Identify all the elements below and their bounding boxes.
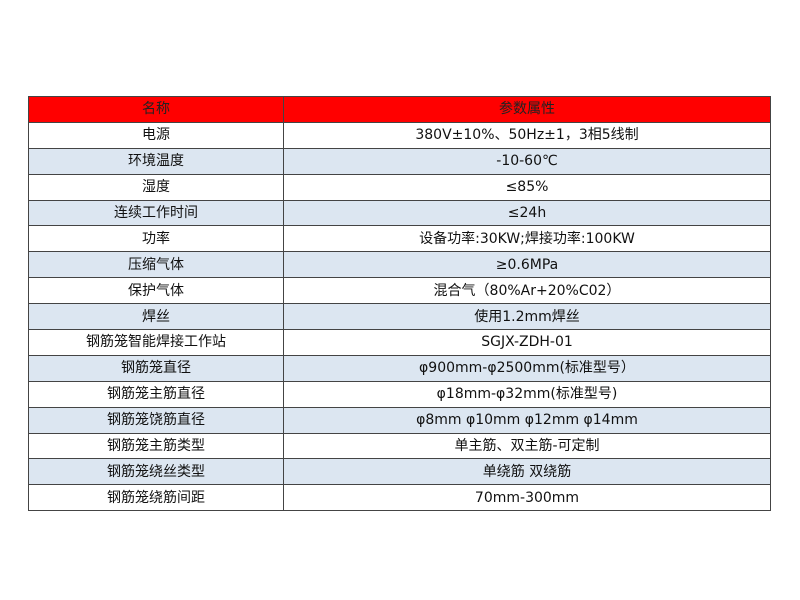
param-name-cell: 钢筋笼绕筋间距: [28, 484, 284, 512]
table-row: 钢筋笼智能焊接工作站 SGJX-ZDH-01: [28, 329, 771, 356]
param-value-cell: 单主筋、双主筋-可定制: [283, 432, 771, 460]
param-name-cell: 连续工作时间: [28, 199, 284, 227]
param-value-cell: 混合气（80%Ar+20%C02）: [283, 277, 771, 305]
param-name-cell: 钢筋笼智能焊接工作站: [28, 329, 284, 356]
param-value-cell: ≤85%: [283, 173, 771, 201]
table-row: 连续工作时间 ≤24h: [28, 199, 771, 227]
param-name-cell: 钢筋笼绕丝类型: [28, 458, 284, 486]
header-parameter: 参数属性: [283, 96, 771, 123]
param-name-cell: 钢筋笼直径: [28, 354, 284, 382]
param-value-cell: φ18mm-φ32mm(标准型号): [283, 380, 771, 408]
param-name-cell: 环境温度: [28, 147, 284, 175]
table-row: 环境温度 -10-60℃: [28, 147, 771, 175]
param-value-cell: 70mm-300mm: [283, 484, 771, 512]
table-row: 钢筋笼绕筋间距 70mm-300mm: [28, 484, 771, 512]
table-row: 压缩气体 ≥0.6MPa: [28, 251, 771, 279]
table-row: 钢筋笼主筋类型 单主筋、双主筋-可定制: [28, 432, 771, 460]
header-name: 名称: [28, 96, 284, 123]
param-value-cell: ≥0.6MPa: [283, 251, 771, 279]
param-name-cell: 压缩气体: [28, 251, 284, 279]
table-row: 电源 380V±10%、50Hz±1，3相5线制: [28, 121, 771, 149]
param-name-cell: 钢筋笼主筋类型: [28, 432, 284, 460]
table-row: 钢筋笼饶筋直径 φ8mm φ10mm φ12mm φ14mm: [28, 406, 771, 434]
param-value-cell: 380V±10%、50Hz±1，3相5线制: [283, 121, 771, 149]
param-name-cell: 焊丝: [28, 303, 284, 331]
parameter-table: 名称 参数属性 电源 380V±10%、50Hz±1，3相5线制 环境温度 -10-6…: [28, 96, 771, 512]
param-name-cell: 湿度: [28, 173, 284, 201]
param-name-cell: 保护气体: [28, 277, 284, 305]
param-name-cell: 钢筋笼饶筋直径: [28, 406, 284, 434]
table-row: 钢筋笼直径 φ900mm-φ2500mm(标准型号）: [28, 354, 771, 382]
param-value-cell: 单绕筋 双绕筋: [283, 458, 771, 486]
param-name-cell: 功率: [28, 225, 284, 253]
table-row: 功率 设备功率:30KW;焊接功率:100KW: [28, 225, 771, 253]
table-row: 焊丝 使用1.2mm焊丝: [28, 303, 771, 331]
param-name-cell: 钢筋笼主筋直径: [28, 380, 284, 408]
table-header-row: 名称 参数属性: [28, 96, 771, 123]
table-row: 湿度 ≤85%: [28, 173, 771, 201]
param-value-cell: 设备功率:30KW;焊接功率:100KW: [283, 225, 771, 253]
table-row: 保护气体 混合气（80%Ar+20%C02）: [28, 277, 771, 305]
param-name-cell: 电源: [28, 121, 284, 149]
param-value-cell: -10-60℃: [283, 147, 771, 175]
param-value-cell: ≤24h: [283, 199, 771, 227]
table-row: 钢筋笼绕丝类型 单绕筋 双绕筋: [28, 458, 771, 486]
param-value-cell: φ8mm φ10mm φ12mm φ14mm: [283, 406, 771, 434]
param-value-cell: 使用1.2mm焊丝: [283, 303, 771, 331]
table-row: 钢筋笼主筋直径 φ18mm-φ32mm(标准型号): [28, 380, 771, 408]
param-value-cell: φ900mm-φ2500mm(标准型号）: [283, 354, 771, 382]
param-value-cell: SGJX-ZDH-01: [283, 329, 771, 356]
